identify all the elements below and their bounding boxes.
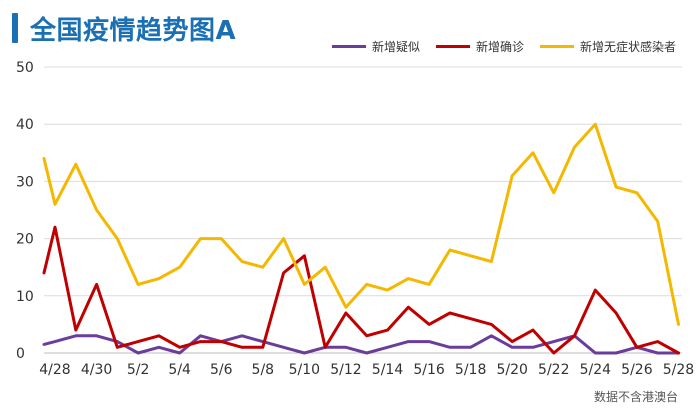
y-tick-label: 10 <box>16 289 34 305</box>
x-tick-label: 5/20 <box>496 362 527 378</box>
x-tick-label: 5/2 <box>127 362 150 378</box>
legend-label-suspected: 新增疑似 <box>372 40 421 54</box>
title-accent-bar <box>12 13 18 43</box>
x-tick-label: 5/24 <box>580 362 612 378</box>
x-tick-label: 5/6 <box>210 362 233 378</box>
y-tick-label: 50 <box>16 60 34 76</box>
y-tick-label: 30 <box>16 174 34 190</box>
series-line-1 <box>42 225 680 355</box>
y-tick-label: 40 <box>16 117 34 133</box>
legend-swatch-asymptomatic <box>540 45 575 48</box>
legend-item-asymptomatic: 新增无症状感染者 <box>540 38 676 55</box>
chart-title: 全国疫情趋势图A <box>30 15 237 46</box>
x-tick-label: 5/22 <box>538 362 569 378</box>
y-tick-label: 0 <box>16 346 25 362</box>
x-tick-label: 5/16 <box>413 362 445 378</box>
x-tick-label: 5/12 <box>330 362 361 378</box>
legend-label-asymptomatic: 新增无症状感染者 <box>580 40 677 54</box>
x-tick-label: 4/30 <box>81 362 112 378</box>
legend-label-confirmed: 新增确诊 <box>476 40 525 54</box>
y-tick-label: 20 <box>16 232 34 248</box>
x-tick-label: 5/28 <box>663 362 694 378</box>
x-tick-label: 5/18 <box>455 362 486 378</box>
x-tick-label: 5/4 <box>168 362 191 378</box>
legend-item-suspected: 新增疑似 <box>332 38 420 55</box>
title-block: 全国疫情趋势图A <box>12 8 236 48</box>
x-tick-label: 5/10 <box>289 362 320 378</box>
legend-item-confirmed: 新增确诊 <box>436 38 524 55</box>
x-tick-label: 5/8 <box>252 362 275 378</box>
legend-swatch-suspected <box>332 45 366 48</box>
x-tick-label: 5/14 <box>372 362 404 378</box>
x-tick-label: 4/28 <box>39 362 70 378</box>
x-tick-label: 5/26 <box>621 362 653 378</box>
series-line-0 <box>42 334 680 355</box>
legend-swatch-confirmed <box>436 45 471 48</box>
source-note: 数据不含港澳台 <box>593 390 678 404</box>
legend: 新增疑似 新增确诊 新增无症状感染者 <box>332 38 676 55</box>
series-line-2 <box>42 122 680 326</box>
